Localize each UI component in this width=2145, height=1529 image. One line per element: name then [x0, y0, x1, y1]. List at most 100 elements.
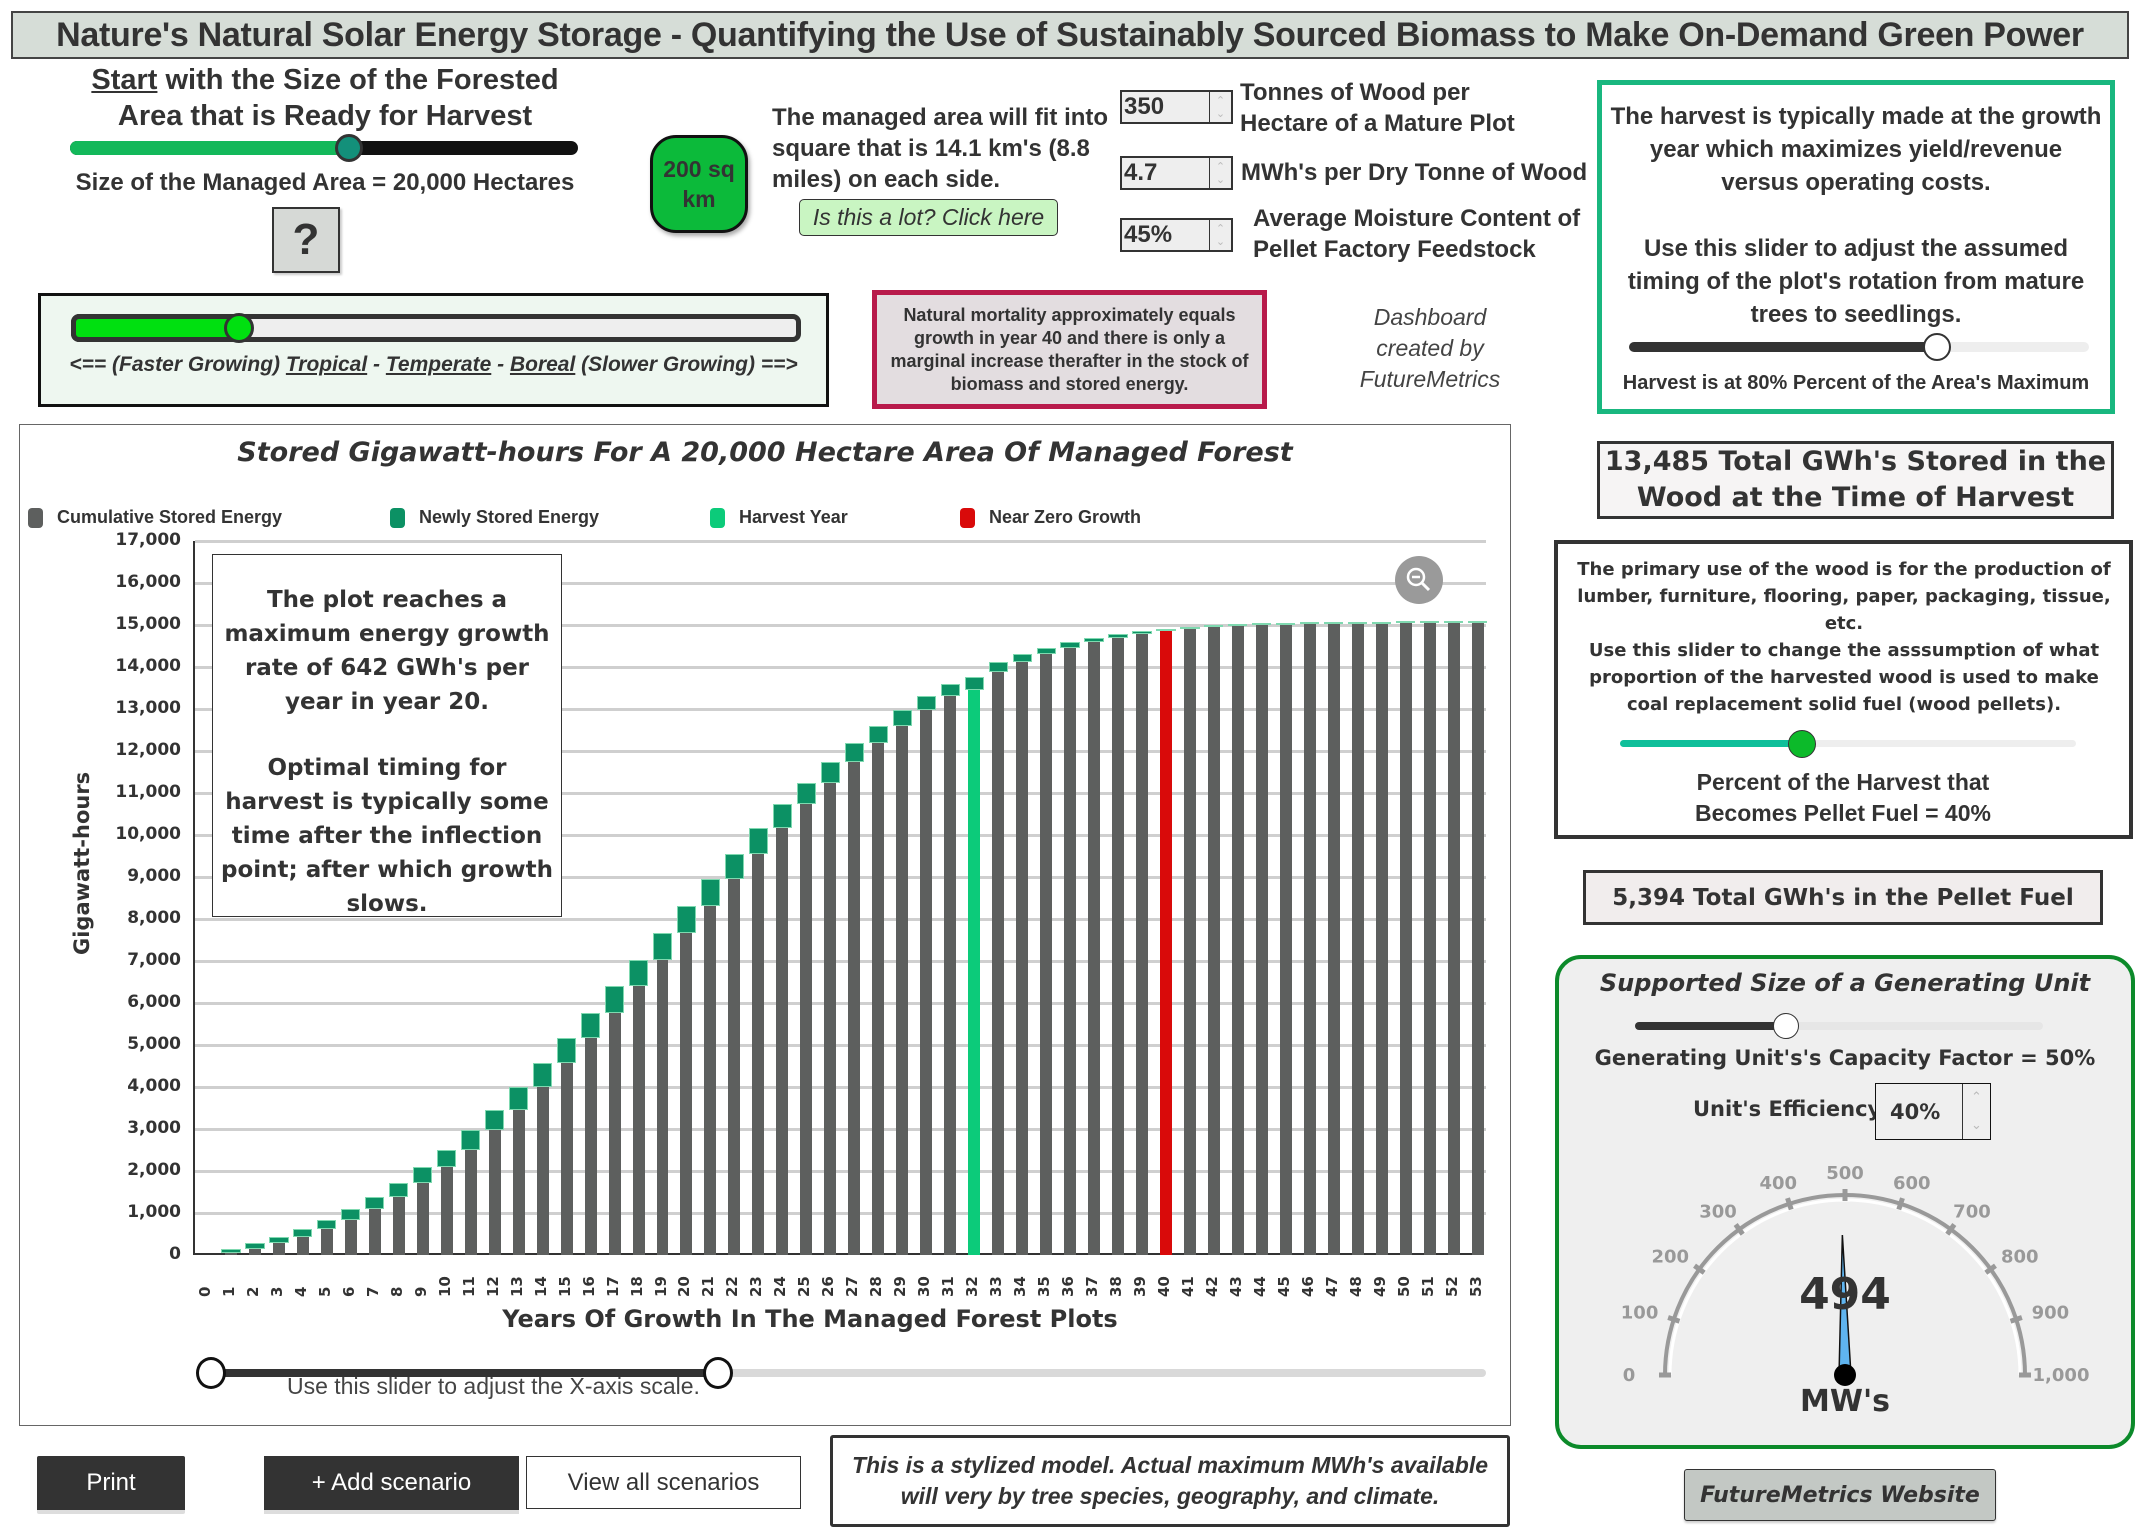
- newly-stored-block[interactable]: [916, 696, 936, 710]
- newly-stored-block[interactable]: [1324, 621, 1344, 624]
- harvest-slider[interactable]: [1629, 333, 2089, 361]
- climate-slider-thumb[interactable]: [223, 313, 254, 343]
- newly-stored-block[interactable]: [700, 879, 721, 907]
- newly-stored-block[interactable]: [652, 933, 673, 960]
- pellet-slider[interactable]: [1620, 730, 2076, 758]
- cumulative-bar[interactable]: [824, 781, 837, 1255]
- newly-stored-block[interactable]: [868, 725, 888, 744]
- newly-stored-block[interactable]: [461, 1130, 481, 1150]
- cumulative-bar[interactable]: [896, 724, 909, 1255]
- newly-stored-block[interactable]: [245, 1243, 265, 1249]
- tonnes-per-hectare-input[interactable]: 350 ⌃ ⌄: [1120, 90, 1233, 124]
- cumulative-bar[interactable]: [608, 1011, 621, 1255]
- cumulative-bar[interactable]: [944, 695, 957, 1255]
- mwh-per-tonne-value[interactable]: 4.7: [1124, 159, 1158, 186]
- cumulative-bar[interactable]: [584, 1037, 597, 1255]
- cumulative-bar[interactable]: [464, 1148, 477, 1255]
- newly-stored-block[interactable]: [580, 1012, 601, 1039]
- cumulative-bar[interactable]: [1303, 623, 1316, 1255]
- newly-stored-block[interactable]: [724, 853, 744, 880]
- cumulative-bar[interactable]: [224, 1252, 237, 1255]
- newly-stored-block[interactable]: [844, 743, 864, 763]
- mwh-per-tonne-input[interactable]: 4.7 ⌃ ⌄: [1120, 156, 1233, 190]
- chevron-down-icon[interactable]: ⌄: [1215, 235, 1226, 248]
- cumulative-bar[interactable]: [1447, 622, 1460, 1255]
- print-button[interactable]: Print: [37, 1456, 185, 1514]
- newly-stored-block[interactable]: [1396, 621, 1416, 624]
- newly-stored-block[interactable]: [389, 1182, 409, 1198]
- newly-stored-block[interactable]: [940, 683, 960, 697]
- cumulative-bar[interactable]: [1231, 625, 1244, 1255]
- newly-stored-block[interactable]: [1132, 631, 1152, 634]
- cumulative-bar[interactable]: [1471, 622, 1484, 1255]
- newly-stored-block[interactable]: [964, 677, 984, 690]
- newly-stored-block[interactable]: [365, 1197, 385, 1210]
- newly-stored-block[interactable]: [221, 1248, 241, 1254]
- cumulative-bar[interactable]: [344, 1218, 357, 1255]
- moisture-content-input[interactable]: 45% ⌃ ⌄: [1120, 218, 1233, 252]
- newly-stored-block[interactable]: [892, 710, 912, 726]
- cumulative-bar[interactable]: [248, 1247, 261, 1255]
- cumulative-bar[interactable]: [1183, 627, 1196, 1255]
- x-slider-track[interactable]: [196, 1369, 1486, 1377]
- area-slider-thumb[interactable]: [335, 134, 364, 162]
- newly-stored-block[interactable]: [796, 782, 816, 805]
- newly-stored-block[interactable]: [341, 1209, 361, 1220]
- cumulative-bar[interactable]: [704, 905, 717, 1255]
- newly-stored-block[interactable]: [413, 1166, 433, 1183]
- legend-item[interactable]: Harvest Year: [710, 507, 848, 528]
- chevron-up-icon[interactable]: ⌃: [1215, 160, 1226, 173]
- cumulative-bar[interactable]: [680, 932, 693, 1255]
- cumulative-bar[interactable]: [1064, 646, 1077, 1255]
- newly-stored-block[interactable]: [604, 986, 625, 1013]
- newly-stored-block[interactable]: [1420, 621, 1440, 624]
- chevron-down-icon[interactable]: ⌄: [1215, 173, 1226, 186]
- cumulative-bar[interactable]: [440, 1165, 453, 1255]
- legend-item[interactable]: Near Zero Growth: [960, 507, 1141, 528]
- legend-item[interactable]: Cumulative Stored Energy: [28, 507, 282, 528]
- newly-stored-block[interactable]: [1036, 647, 1056, 655]
- spinner-arrows[interactable]: ⌃ ⌄: [1209, 220, 1231, 250]
- cumulative-bar[interactable]: [1279, 623, 1292, 1255]
- newly-stored-block[interactable]: [1252, 623, 1272, 626]
- cumulative-bar[interactable]: [1207, 626, 1220, 1255]
- newly-stored-block[interactable]: [1108, 633, 1128, 638]
- newly-stored-block[interactable]: [676, 906, 697, 933]
- newly-stored-block[interactable]: [485, 1109, 505, 1131]
- cumulative-bar[interactable]: [1351, 622, 1364, 1255]
- newly-stored-block[interactable]: [1084, 637, 1104, 643]
- cumulative-bar[interactable]: [1040, 653, 1053, 1255]
- spinner-arrows[interactable]: ⌃ ⌄: [1209, 158, 1231, 188]
- cumulative-bar[interactable]: [536, 1086, 549, 1255]
- x-slider-min-thumb[interactable]: [196, 1357, 226, 1389]
- cumulative-bar[interactable]: [752, 852, 765, 1255]
- chevron-up-icon[interactable]: ⌃: [1215, 222, 1226, 235]
- newly-stored-block[interactable]: [1204, 625, 1224, 628]
- cumulative-bar[interactable]: [728, 878, 741, 1255]
- cumulative-bar[interactable]: [416, 1181, 429, 1255]
- cumulative-bar[interactable]: [1088, 641, 1101, 1255]
- cumulative-bar[interactable]: [560, 1062, 573, 1255]
- newly-stored-block[interactable]: [1276, 622, 1296, 625]
- newly-stored-block[interactable]: [1348, 621, 1368, 624]
- newly-stored-block[interactable]: [988, 662, 1008, 673]
- zoom-out-icon[interactable]: [1395, 556, 1443, 604]
- cumulative-bar[interactable]: [1399, 622, 1412, 1255]
- cumulative-bar[interactable]: [1423, 622, 1436, 1255]
- harvest-year-bar[interactable]: [968, 688, 981, 1255]
- cumulative-bar[interactable]: [320, 1228, 333, 1255]
- newly-stored-block[interactable]: [557, 1038, 577, 1064]
- cumulative-bar[interactable]: [776, 827, 789, 1255]
- capacity-factor-slider[interactable]: [1635, 1013, 2043, 1039]
- cumulative-bar[interactable]: [800, 803, 813, 1255]
- chevron-down-icon[interactable]: ⌄: [1215, 107, 1226, 120]
- add-scenario-button[interactable]: + Add scenario: [264, 1456, 519, 1514]
- newly-stored-block[interactable]: [748, 828, 768, 854]
- pellet-slider-track[interactable]: [1620, 740, 2076, 747]
- cumulative-bar[interactable]: [656, 958, 669, 1255]
- cumulative-bar[interactable]: [848, 761, 861, 1255]
- pellet-slider-thumb[interactable]: [1788, 730, 1817, 758]
- cumulative-bar[interactable]: [512, 1108, 525, 1255]
- newly-stored-block[interactable]: [1300, 622, 1320, 625]
- capacity-slider-thumb[interactable]: [1772, 1013, 1799, 1039]
